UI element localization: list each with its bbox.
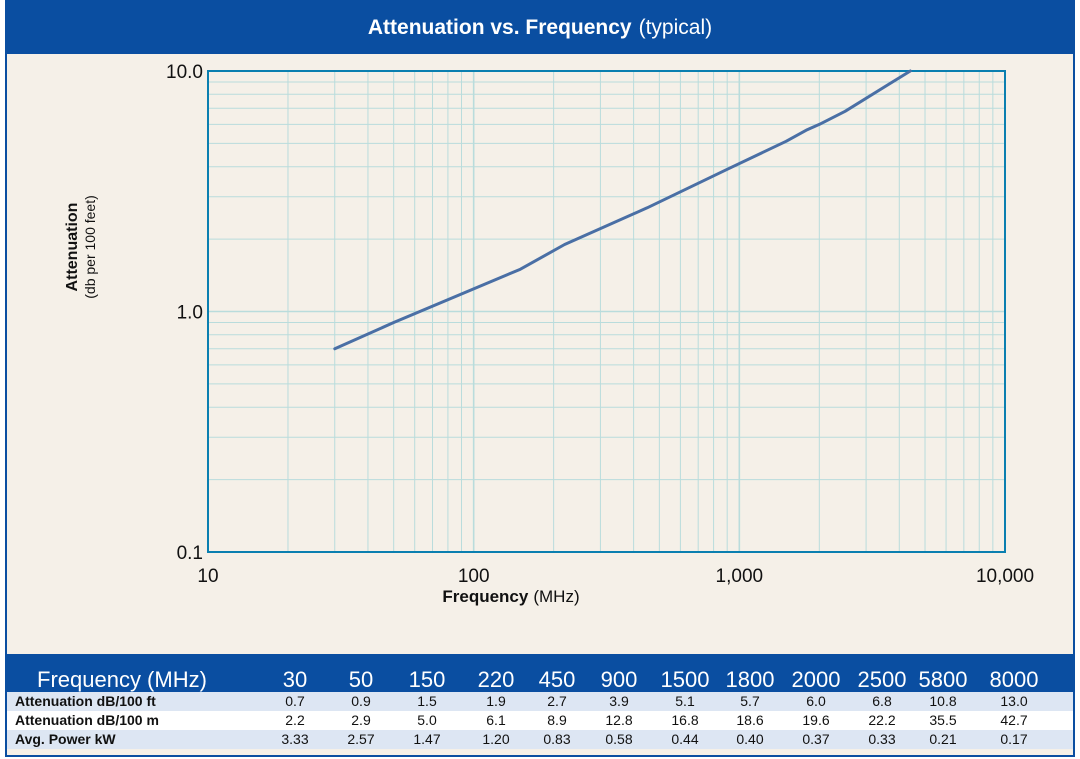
series-layer	[333, 69, 912, 351]
table-cell: 42.7	[1000, 712, 1028, 728]
x-tick-label: 10,000	[976, 566, 1034, 587]
x-tick-label: 100	[458, 566, 490, 587]
table-cell: 10.8	[929, 693, 957, 709]
table-cell: 2.57	[347, 731, 375, 747]
series-line	[333, 69, 912, 351]
freq-cell: 30	[282, 667, 308, 692]
x-axis-label: Frequency (MHz)	[442, 587, 579, 606]
freq-cell: 50	[348, 667, 374, 692]
grid	[208, 71, 1005, 552]
row-label: Attenuation dB/100 m	[15, 712, 159, 728]
freq-cell: 1500	[660, 667, 710, 692]
plot-border	[207, 70, 1006, 553]
y-axis-label-unit: (db per 100 feet)	[82, 195, 98, 299]
table-cell: 1.20	[482, 731, 510, 747]
table-cell: 35.5	[929, 712, 957, 728]
freq-cell: 8000	[989, 667, 1039, 692]
x-tick-labels: 10 100 1,000 10,000	[197, 566, 1034, 587]
y-tick-labels: 0.1 1.0 10.0	[166, 62, 203, 564]
table-cell: 18.6	[736, 712, 764, 728]
table-cell: 0.9	[351, 693, 371, 709]
table-cell: 6.1	[486, 712, 506, 728]
table-cell: 0.17	[1000, 731, 1028, 747]
row-label: Avg. Power kW	[15, 731, 116, 747]
table-cell: 0.83	[543, 731, 571, 747]
table-cell: 16.8	[671, 712, 699, 728]
x-tick-label: 10	[197, 566, 218, 587]
table-cell: 0.44	[671, 731, 699, 747]
table-cell: 1.9	[486, 693, 506, 709]
table-cell: 1.5	[417, 693, 437, 709]
table-cell: 12.8	[605, 712, 633, 728]
table-cell: 2.2	[285, 712, 305, 728]
table-row-attenuation-m: Attenuation dB/100 m 2.2 2.9 5.0 6.1 8.9…	[7, 711, 1073, 730]
y-tick-label: 10.0	[166, 62, 203, 83]
table-cell: 0.7	[285, 693, 305, 709]
chart-svg: 0.1 1.0 10.0 10 100 1,000 10,000 Frequency (MH…	[64, 62, 1034, 606]
frequency-header-label: Frequency (MHz)	[37, 667, 207, 692]
table-cell: 6.8	[872, 693, 892, 709]
title-bar: Attenuation vs. Frequency (typical)	[7, 2, 1073, 54]
table-cell: 8.9	[547, 712, 567, 728]
table-cell: 5.1	[675, 693, 695, 709]
table-cell: 0.21	[929, 731, 957, 747]
freq-cell: 900	[600, 667, 638, 692]
table-cell: 0.40	[736, 731, 764, 747]
table-cell: 5.7	[740, 693, 760, 709]
freq-cell: 2500	[857, 667, 907, 692]
x-axis-label-main: Frequency	[442, 587, 529, 606]
freq-cell: 5800	[918, 667, 968, 692]
table-cell: 19.6	[802, 712, 830, 728]
chart-title: Attenuation vs. Frequency	[367, 16, 632, 39]
y-axis-label-main: Attenuation	[64, 203, 81, 292]
y-axis-label: Attenuation (db per 100 feet)	[64, 195, 98, 299]
table-cell: 3.9	[609, 693, 629, 709]
table-cell: 13.0	[1000, 693, 1028, 709]
y-tick-label: 0.1	[177, 543, 203, 564]
table-cell: 0.33	[868, 731, 896, 747]
chart-frame: Attenuation vs. Frequency (typical) 0.1 1…	[5, 0, 1075, 757]
table-cell: 2.9	[351, 712, 371, 728]
chart-title-qualifier: (typical)	[638, 16, 713, 39]
y-tick-label: 1.0	[177, 303, 203, 324]
table-cell: 0.37	[802, 731, 830, 747]
table-row-avg-power: Avg. Power kW 3.33 2.57 1.47 1.20 0.83 0…	[7, 730, 1073, 749]
freq-cell: 150	[408, 667, 446, 692]
freq-cell: 220	[477, 667, 515, 692]
row-label: Attenuation dB/100 ft	[15, 693, 156, 709]
table-cell: 5.0	[417, 712, 437, 728]
frequency-header-row: Frequency (MHz) 30 50 150 220 450 900 15…	[7, 654, 1073, 692]
table-cell: 3.33	[281, 731, 309, 747]
x-tick-label: 1,000	[716, 566, 764, 587]
table-cell: 0.58	[605, 731, 633, 747]
spec-table: Frequency (MHz) 30 50 150 220 450 900 15…	[7, 654, 1073, 759]
freq-cell: 2000	[791, 667, 841, 692]
x-axis-label-unit: (MHz)	[533, 587, 579, 606]
table-cell: 6.0	[806, 693, 826, 709]
table-cell: 2.7	[547, 693, 567, 709]
freq-cell: 1800	[725, 667, 775, 692]
table-cell: 1.47	[413, 731, 441, 747]
table-cell: 22.2	[868, 712, 896, 728]
freq-cell: 450	[538, 667, 576, 692]
table-row-attenuation-ft: Attenuation dB/100 ft 0.7 0.9 1.5 1.9 2.…	[7, 692, 1073, 711]
